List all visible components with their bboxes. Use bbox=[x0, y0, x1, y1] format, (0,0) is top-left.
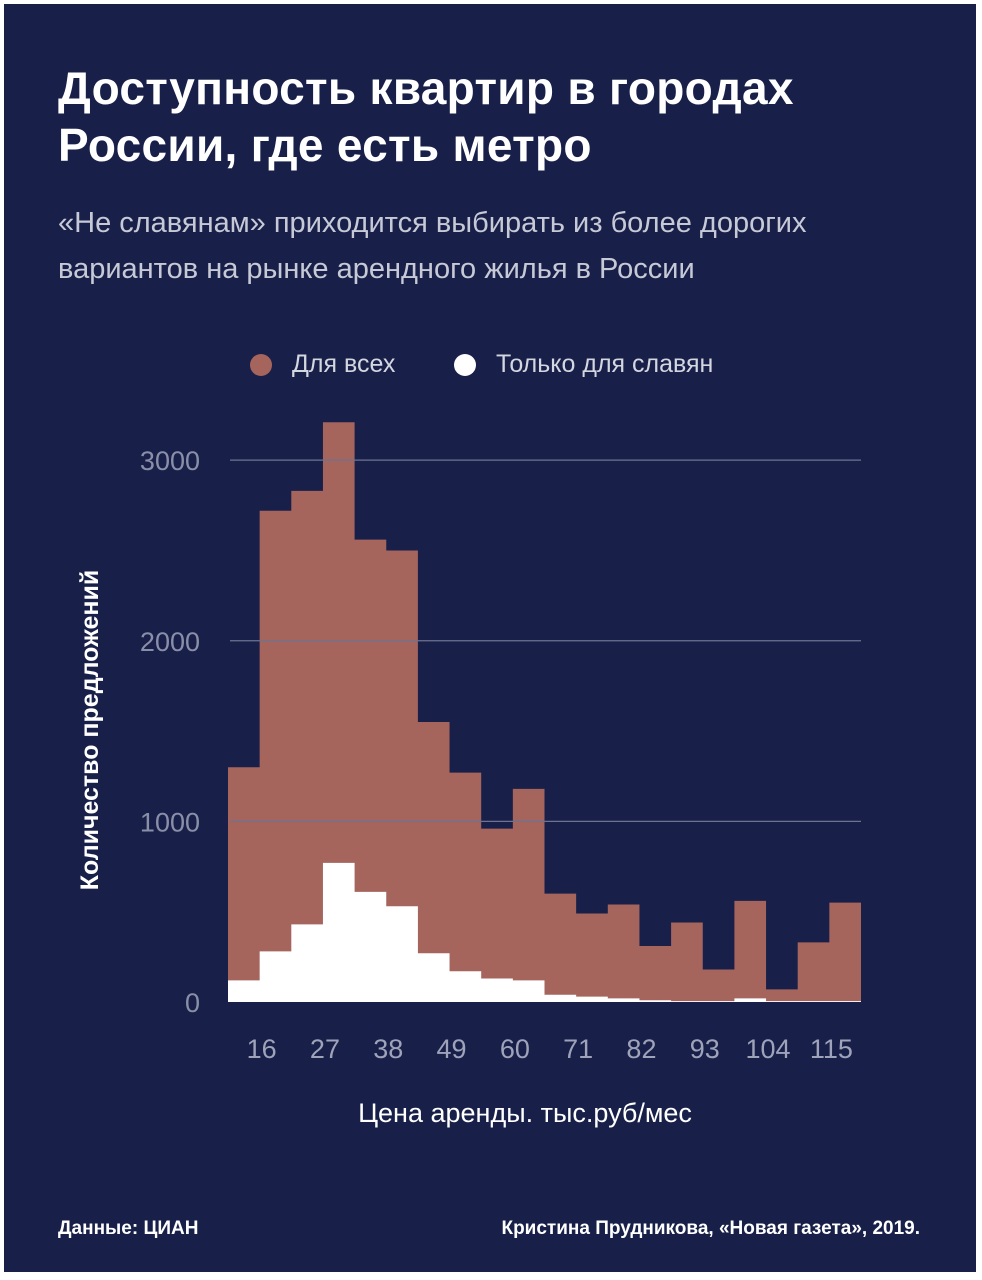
x-tick-label-104: 104 bbox=[746, 1034, 791, 1064]
legend-item-all: Для всех bbox=[250, 350, 395, 379]
legend-label-all: Для всех bbox=[292, 350, 396, 378]
series-area-1 bbox=[228, 862, 861, 1002]
y-tick-label-2000: 2000 bbox=[140, 627, 200, 657]
x-tick-label-27: 27 bbox=[310, 1034, 340, 1064]
data-source: Данные: ЦИАН bbox=[58, 1218, 199, 1239]
legend-dot-slavic bbox=[454, 353, 476, 376]
x-tick-label-82: 82 bbox=[626, 1034, 656, 1064]
infographic-card: Доступность квартир в городах России, гд… bbox=[4, 4, 976, 1272]
title-line-2: России, где есть метро bbox=[58, 119, 592, 171]
x-tick-label-49: 49 bbox=[437, 1034, 467, 1064]
title-line-1: Доступность квартир в городах bbox=[58, 62, 794, 114]
legend-label-slavic: Только для славян bbox=[496, 350, 714, 378]
y-tick-label-1000: 1000 bbox=[140, 807, 200, 837]
author-credit: Кристина Прудникова, «Новая газета», 201… bbox=[501, 1218, 920, 1239]
subtitle-line-1: «Не славянам» приходится выбирать из бол… bbox=[58, 207, 807, 239]
page-title: Доступность квартир в городах России, гд… bbox=[58, 60, 958, 174]
x-axis-label: Цена аренды. тыс.руб/мес bbox=[358, 1098, 692, 1128]
legend-dot-all bbox=[250, 353, 272, 376]
y-axis-label: Количество предложений bbox=[76, 570, 104, 890]
legend-item-slavic: Только для славян bbox=[454, 350, 713, 379]
subtitle: «Не славянам» приходится выбирать из бол… bbox=[58, 200, 958, 292]
y-tick-label-0: 0 bbox=[185, 988, 200, 1018]
x-tick-label-60: 60 bbox=[500, 1034, 530, 1064]
y-tick-label-3000: 3000 bbox=[140, 446, 200, 476]
x-tick-label-16: 16 bbox=[247, 1034, 277, 1064]
x-tick-label-71: 71 bbox=[563, 1034, 593, 1064]
series-area-0 bbox=[228, 422, 861, 1003]
x-tick-label-38: 38 bbox=[373, 1034, 403, 1064]
histogram-chart: 0 1000 2000 3000 16 27 38 49 60 71 82 93 104 115 Цена … bbox=[76, 422, 861, 1128]
x-tick-label-115: 115 bbox=[810, 1034, 853, 1064]
subtitle-line-2: вариантов на рынке арендного жилья в Рос… bbox=[58, 253, 695, 285]
x-tick-label-93: 93 bbox=[690, 1034, 720, 1064]
